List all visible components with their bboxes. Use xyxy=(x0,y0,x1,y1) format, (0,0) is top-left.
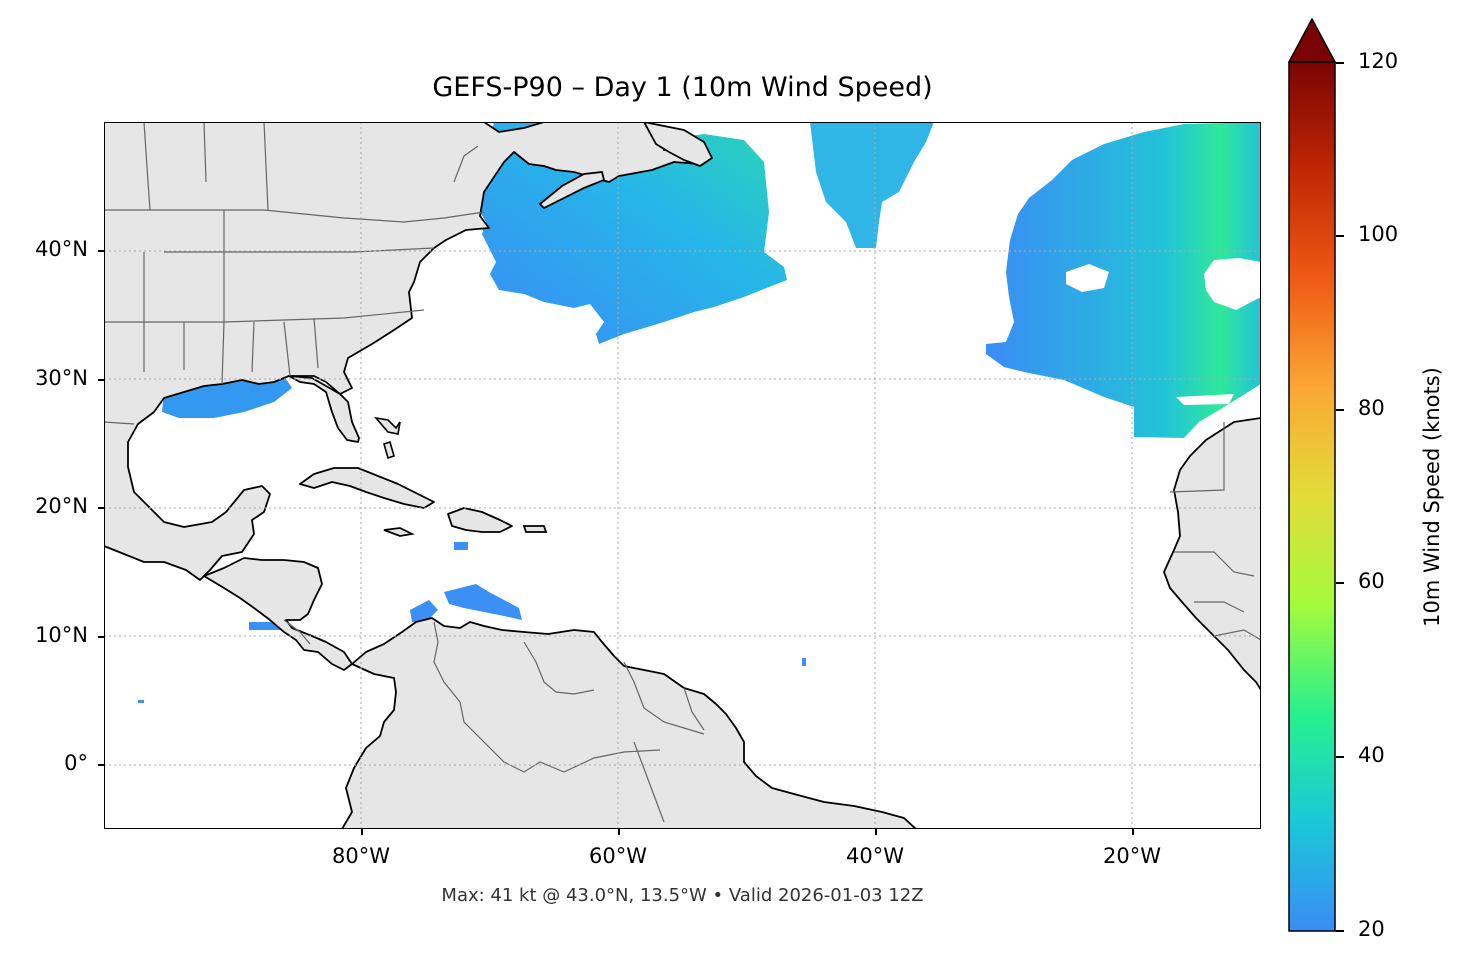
wind-speck-2 xyxy=(454,542,468,550)
land-nova-scotia xyxy=(538,171,606,210)
wind-field-layer xyxy=(138,122,1261,703)
land-layer xyxy=(104,122,1261,829)
land-hispaniola xyxy=(447,507,513,533)
cb-label-100: 100 xyxy=(1358,222,1399,246)
footer-caption: Max: 41 kt @ 43.0°N, 13.5°W • Valid 2026… xyxy=(441,885,924,906)
lon-label-20w: 20°W xyxy=(1103,844,1161,868)
colorbar-gradient xyxy=(1288,61,1336,932)
wind-speck-6 xyxy=(138,700,144,703)
wind-region-gulf-of-mexico xyxy=(162,374,292,418)
cb-tick-120 xyxy=(1336,62,1344,64)
colorbar-extend-arrow xyxy=(1288,18,1336,63)
land-south-america xyxy=(341,617,917,829)
land-puerto-rico xyxy=(522,525,548,533)
lon-label-80w: 80°W xyxy=(332,844,390,868)
land-bahamas xyxy=(373,416,401,460)
lat-label-10n: 10°N xyxy=(35,623,88,647)
lat-label-0: 0° xyxy=(64,751,88,775)
lat-tick-40n xyxy=(98,250,104,252)
lon-tick-20w xyxy=(1132,829,1134,835)
border-layer xyxy=(104,122,1261,823)
lon-tick-80w xyxy=(361,829,363,835)
cb-tick-20 xyxy=(1336,930,1344,932)
wind-region-north-atlantic-east xyxy=(986,122,1261,438)
land-north-america xyxy=(104,122,705,581)
lon-label-40w: 40°W xyxy=(846,844,904,868)
lat-label-30n: 30°N xyxy=(35,366,88,390)
cb-label-60: 60 xyxy=(1358,569,1385,593)
land-jamaica xyxy=(383,527,415,537)
cb-label-40: 40 xyxy=(1358,743,1385,767)
cb-tick-60 xyxy=(1336,582,1344,584)
cb-tick-100 xyxy=(1336,235,1344,237)
cb-label-80: 80 xyxy=(1358,396,1385,420)
colorbar-title: 10m Wind Speed (knots) xyxy=(1420,367,1444,627)
land-newfoundland xyxy=(643,122,713,167)
wind-region-caribbean xyxy=(444,584,522,620)
wind-speck-1 xyxy=(249,622,281,630)
cb-tick-40 xyxy=(1336,756,1344,758)
land-central-america xyxy=(203,557,353,671)
lat-tick-10n xyxy=(98,636,104,638)
lat-tick-30n xyxy=(98,379,104,381)
lon-tick-60w xyxy=(618,829,620,835)
lat-tick-20n xyxy=(98,507,104,509)
map-canvas[interactable] xyxy=(104,122,1261,829)
lat-label-20n: 20°N xyxy=(35,494,88,518)
cb-label-20: 20 xyxy=(1358,917,1385,941)
lon-tick-40w xyxy=(875,829,877,835)
map-panel[interactable] xyxy=(104,122,1261,829)
wind-region-north-atlantic-central xyxy=(810,122,934,248)
cb-tick-80 xyxy=(1336,409,1344,411)
wind-gap-2 xyxy=(1204,258,1261,310)
map-title: GEFS-P90 – Day 1 (10m Wind Speed) xyxy=(432,72,933,103)
colorbar xyxy=(1288,18,1336,932)
wind-region-caribbean-2 xyxy=(410,600,438,624)
wind-speck-5 xyxy=(802,658,806,666)
land-cuba xyxy=(299,467,435,509)
wind-region-north-atlantic-west xyxy=(480,122,787,344)
wind-gap-3 xyxy=(1176,394,1234,405)
lon-label-60w: 60°W xyxy=(589,844,647,868)
cb-label-120: 120 xyxy=(1358,49,1399,73)
lat-tick-0 xyxy=(98,764,104,766)
wind-gap-1 xyxy=(1066,264,1109,292)
land-africa xyxy=(1163,383,1261,691)
land-florida xyxy=(288,375,360,443)
lat-label-40n: 40°N xyxy=(35,237,88,261)
